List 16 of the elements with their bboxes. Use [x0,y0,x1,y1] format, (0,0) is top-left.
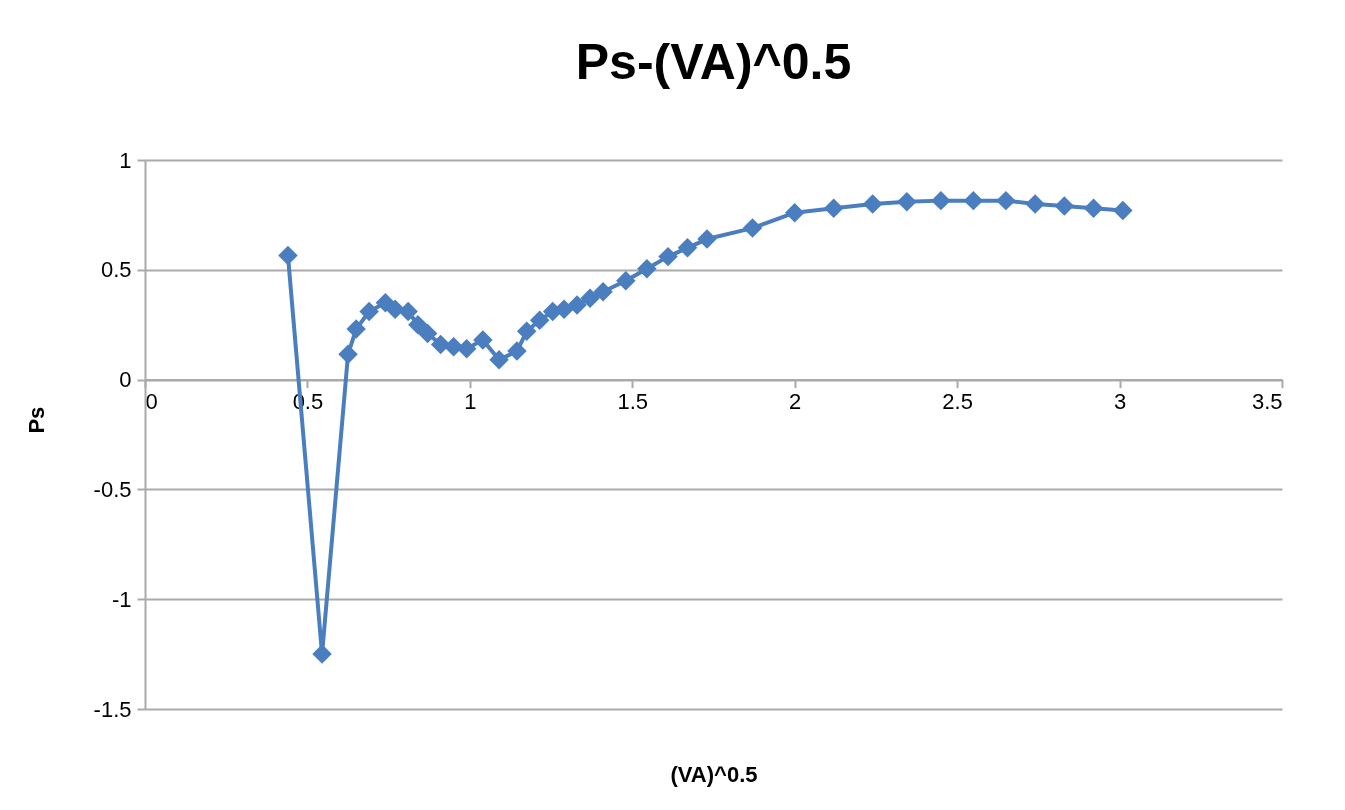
x-tick-label: 1 [464,389,477,415]
y-tick-label: -0.5 [93,476,132,502]
x-tick-label: 3.5 [1251,389,1283,415]
y-axis-title: Ps [23,406,49,434]
x-tick-label: 1.5 [617,389,649,415]
x-tick-label: 3 [1113,389,1127,415]
y-tick-label: 0.5 [100,257,132,283]
x-tick-label: 0 [145,389,158,415]
chart-title: Ps-(VA)^0.5 [575,34,852,90]
y-tick-label: -1.5 [93,696,132,722]
x-tick-label: 2 [789,389,802,415]
y-tick-label: 1 [119,147,132,173]
y-tick-label: 0 [119,367,132,393]
y-tick-label: -1 [111,586,132,612]
x-axis-title: (VA)^0.5 [670,761,758,787]
x-tick-label: 2.5 [942,389,973,415]
